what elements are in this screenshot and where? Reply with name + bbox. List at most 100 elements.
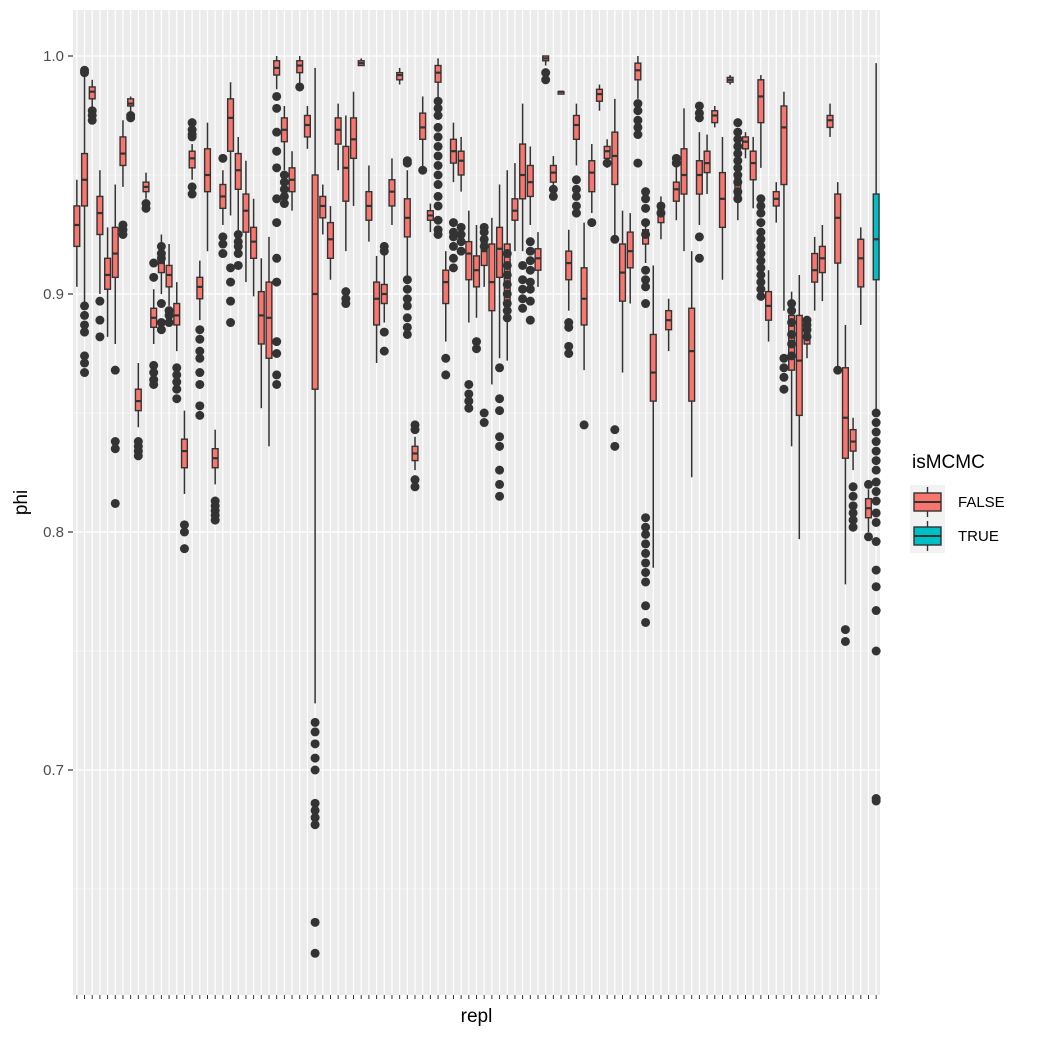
outlier-point [641, 567, 651, 577]
box-26 [265, 236, 273, 447]
outlier-point [479, 227, 489, 237]
box-73 [626, 213, 634, 304]
box-104 [863, 479, 873, 542]
outlier-point [195, 334, 205, 344]
outlier-point [610, 425, 620, 435]
outlier-point [779, 372, 789, 382]
outlier-point [756, 227, 766, 237]
outlier-point [110, 444, 120, 454]
outlier-point [871, 446, 881, 456]
box-iqr [703, 150, 711, 174]
outlier-point [871, 796, 881, 806]
outlier-point [226, 263, 236, 273]
outlier-point [848, 515, 858, 525]
box-13 [164, 244, 174, 328]
outlier-point [495, 363, 505, 373]
outlier-point [95, 332, 105, 342]
box-iqr [203, 148, 212, 193]
outlier-point [456, 246, 466, 256]
outlier-point [433, 103, 443, 113]
outlier-point [694, 232, 704, 242]
outlier-point [418, 165, 428, 175]
outlier-point [756, 194, 766, 204]
y-axis: 0.7 0.8 0.9 1.0 [43, 48, 877, 999]
outlier-point [95, 315, 105, 325]
box-66 [571, 103, 581, 218]
box-iqr [434, 64, 442, 83]
outlier-point [110, 365, 120, 375]
outlier-point [787, 329, 797, 339]
box-iqr [250, 226, 258, 260]
outlier-point [863, 532, 873, 542]
y-tick-label: 1.0 [43, 48, 64, 65]
outlier-point [871, 565, 881, 575]
box-76 [649, 265, 657, 568]
outlier-point [633, 115, 643, 125]
outlier-point [787, 339, 797, 349]
box-50 [448, 122, 458, 273]
box-20 [218, 153, 228, 259]
boxplot-series [73, 55, 881, 958]
box-22 [233, 136, 243, 270]
outlier-point [518, 284, 528, 294]
outlier-point [871, 418, 881, 428]
box-iqr [780, 105, 788, 186]
outlier-point [564, 341, 574, 351]
box-57 [502, 170, 512, 361]
outlier-point [733, 194, 743, 204]
box-iqr [442, 269, 450, 305]
outlier-point [179, 527, 189, 537]
outlier-point [80, 320, 90, 330]
outlier-point [195, 410, 205, 420]
box-iqr [334, 117, 342, 145]
outlier-point [518, 294, 528, 304]
outlier-point [733, 163, 743, 173]
outlier-point [479, 408, 489, 418]
box-37 [349, 91, 358, 206]
outlier-point [279, 177, 289, 187]
outlier-point [479, 234, 489, 244]
outlier-point [272, 103, 282, 113]
box-iqr [526, 164, 534, 198]
outlier-point [833, 365, 843, 375]
box-81 [688, 251, 696, 478]
outlier-point [433, 215, 443, 225]
box-18 [203, 122, 212, 252]
box-iqr [595, 88, 604, 102]
outlier-point [571, 184, 581, 194]
x-axis-title: repl [461, 1006, 493, 1027]
box-iqr [119, 136, 127, 167]
outlier-point [80, 368, 90, 378]
box-31 [303, 105, 311, 149]
outlier-point [756, 218, 766, 228]
outlier-point [733, 134, 743, 144]
outlier-point [779, 384, 789, 394]
box-iqr [795, 314, 803, 417]
outlier-point [548, 191, 558, 201]
box-21 [226, 82, 236, 328]
outlier-point [433, 180, 443, 190]
outlier-point [433, 170, 443, 180]
outlier-point [172, 370, 182, 380]
box-16 [187, 118, 197, 199]
outlier-point [410, 482, 420, 492]
outlier-point [448, 232, 458, 242]
outlier-point [448, 218, 458, 228]
box-54 [479, 222, 489, 428]
outlier-point [756, 249, 766, 259]
outlier-point [441, 353, 451, 363]
outlier-point [226, 318, 236, 328]
box-32 [310, 67, 320, 958]
box-29 [288, 151, 296, 211]
outlier-point [756, 270, 766, 280]
outlier-point [733, 177, 743, 187]
box-iqr [396, 71, 404, 81]
outlier-point [641, 265, 651, 275]
outlier-point [149, 272, 159, 282]
outlier-point [641, 187, 651, 197]
outlier-point [840, 625, 850, 635]
outlier-point [272, 194, 282, 204]
outlier-point [141, 203, 151, 213]
box-98 [818, 224, 826, 302]
outlier-point [226, 277, 236, 287]
